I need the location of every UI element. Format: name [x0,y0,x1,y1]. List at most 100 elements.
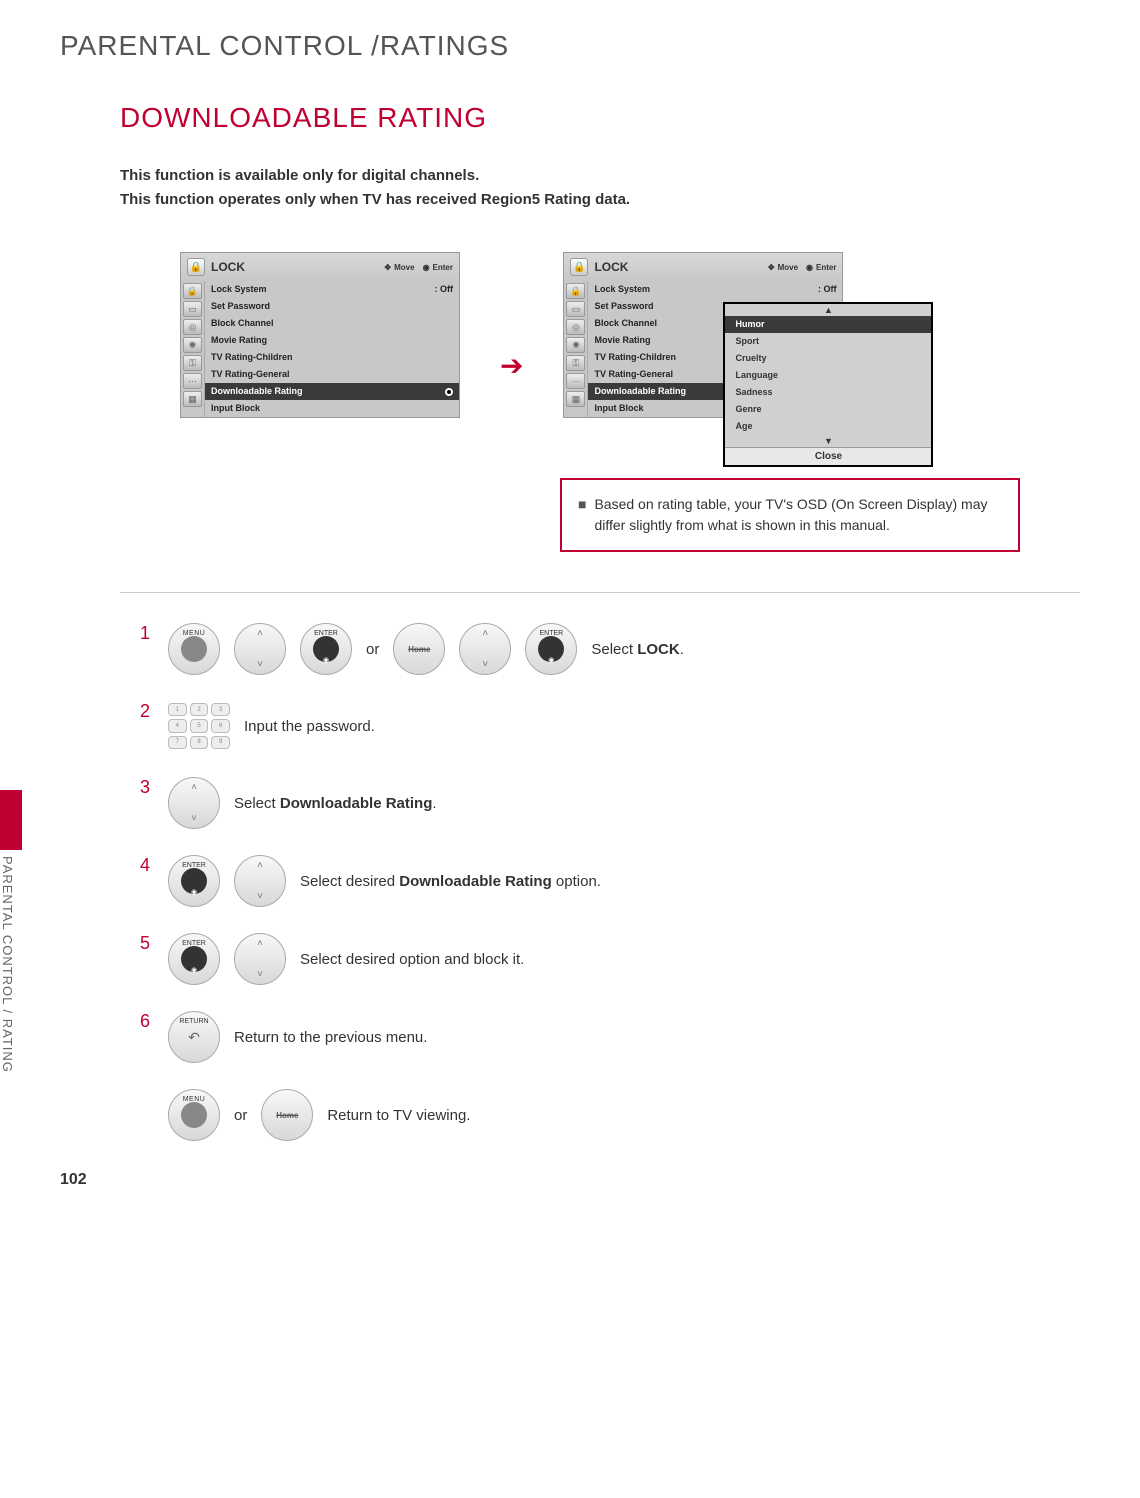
menu-item[interactable]: TV Rating-Children [205,349,459,366]
return-button[interactable]: RETURN [168,1011,220,1063]
enter-dot-icon: ◉ [323,656,329,664]
step-text: Select desired Downloadable Rating optio… [300,873,601,890]
menu-items-left: Lock System: OffSet PasswordBlock Channe… [205,281,459,417]
nav-button[interactable]: ˄ ˅ [234,855,286,907]
menu-item[interactable]: Input Block [205,400,459,417]
menu-title: LOCK [211,260,384,274]
menu-button[interactable]: MENU [168,1089,220,1141]
home-button[interactable]: Home [261,1089,313,1141]
menu-item[interactable]: Set Password [205,298,459,315]
page-number: 102 [60,1171,1080,1189]
popup-up-arrow-icon: ▲ [725,304,931,316]
enter-button[interactable]: ENTER◉ [525,623,577,675]
popup-close-button[interactable]: Close [725,447,931,465]
menu-move-hint: ✥ Move [384,263,414,272]
chevron-down-icon: ˅ [257,969,263,980]
popup-item[interactable]: Humor [725,316,931,333]
enter-dot-icon: ◉ [548,656,554,664]
popup-item-label: Sadness [735,384,772,401]
menu-enter-hint: ◉ Enter [423,263,453,272]
menu-enter-hint: ◉ Enter [806,263,836,272]
menu-item[interactable]: Movie Rating [205,332,459,349]
menu-item-label: Input Block [594,400,643,417]
side-tab-label: PARENTAL CONTROL / RATING [0,856,15,1206]
nav-button[interactable]: ˄ ˅ [234,933,286,985]
menu-item-label: Input Block [211,400,260,417]
menu-item[interactable]: Lock System: Off [205,281,459,298]
nav-button[interactable]: ˄ ˅ [234,623,286,675]
numeric-keypad-icon[interactable]: 123 456 789 [168,703,230,749]
note-text: Based on rating table, your TV's OSD (On… [594,494,1002,536]
enter-button[interactable]: ENTER◉ [168,855,220,907]
menu-item-label: TV Rating-General [211,366,290,383]
step-2: 2 123 456 789 Input the password. [140,701,1080,751]
enter-dot-icon: ◉ [191,888,197,896]
rating-popup: ▲ HumorSportCrueltyLanguageSadnessGenreA… [723,302,933,467]
popup-item[interactable]: Sadness [725,384,931,401]
menu-side-icon: ⚿ [566,355,585,371]
menu-item-label: TV Rating-General [594,366,673,383]
menu-side-icon: ▭ [566,301,585,317]
chevron-up-icon: ˄ [257,938,263,949]
enter-button[interactable]: ENTER◉ [168,933,220,985]
or-text: or [366,641,379,658]
step-text: Return to the previous menu. [234,1029,427,1046]
step-6: 6 RETURN Return to the previous menu. [140,1011,1080,1063]
nav-button[interactable]: ˄ ˅ [459,623,511,675]
menu-item-label: Movie Rating [211,332,267,349]
popup-item[interactable]: Language [725,367,931,384]
lock-menu-left: 🔒 LOCK ✥ Move ◉ Enter 🔒 ▭ ◎ ✺ ⚿ ⋯ ▦ [180,252,460,418]
menu-item[interactable]: TV Rating-General [205,366,459,383]
step-number: 6 [140,1011,154,1032]
step-4: 4 ENTER◉ ˄ ˅ Select desired Downloadable… [140,855,1080,907]
popup-item[interactable]: Sport [725,333,931,350]
popup-item-label: Sport [735,333,759,350]
popup-item[interactable]: Cruelty [725,350,931,367]
menu-button[interactable]: MENU [168,623,220,675]
menu-item-label: TV Rating-Children [211,349,293,366]
menu-item[interactable]: Downloadable Rating [205,383,459,400]
enter-dot-icon: ◉ [191,966,197,974]
menu-side-icon: ▭ [183,301,202,317]
menu-item-label: Downloadable Rating [594,383,686,400]
menu-side-icon: ▦ [183,391,202,407]
menus-row: 🔒 LOCK ✥ Move ◉ Enter 🔒 ▭ ◎ ✺ ⚿ ⋯ ▦ [180,252,1080,418]
step-number: 2 [140,701,154,722]
separator [120,592,1080,593]
popup-item[interactable]: Genre [725,401,931,418]
enter-button[interactable]: ENTER◉ [300,623,352,675]
step-text: Return to TV viewing. [327,1107,470,1124]
note-bullet-icon: ■ [578,494,586,536]
popup-item[interactable]: Age [725,418,931,435]
step-number: 3 [140,777,154,798]
menu-item-label: Lock System [594,281,650,298]
menu-side-icon: ✺ [183,337,202,353]
page-title: PARENTAL CONTROL /RATINGS [60,30,1080,62]
side-tab: PARENTAL CONTROL / RATING [0,790,22,1220]
step-text: Input the password. [244,718,375,735]
chevron-down-icon: ˅ [257,891,263,902]
menu-side-icon: 🔒 [183,283,202,299]
menu-icon-column: 🔒 ▭ ◎ ✺ ⚿ ⋯ ▦ [181,281,205,417]
intro-line-2: This function operates only when TV has … [120,188,1080,212]
chevron-up-icon: ˄ [257,628,263,639]
steps-list: 1 MENU ˄ ˅ ENTER◉ or Home ˄ ˅ ENTER◉ Sel… [140,623,1080,1141]
menu-side-icon: ◎ [183,319,202,335]
step-text: Select Downloadable Rating. [234,795,437,812]
step-number: 5 [140,933,154,954]
home-button[interactable]: Home [393,623,445,675]
menu-item[interactable]: Lock System: Off [588,281,842,298]
nav-button[interactable]: ˄ ˅ [168,777,220,829]
chevron-down-icon: ˅ [482,659,488,670]
step-5: 5 ENTER◉ ˄ ˅ Select desired option and b… [140,933,1080,985]
chevron-down-icon: ˅ [191,813,197,824]
popup-down-arrow-icon: ▼ [725,435,931,447]
menu-side-icon: 🔒 [566,283,585,299]
menu-item-label: Movie Rating [594,332,650,349]
menu-item-label: Set Password [594,298,653,315]
side-tab-marker [0,790,22,850]
menu-item-label: Lock System [211,281,267,298]
menu-item[interactable]: Block Channel [205,315,459,332]
menu-side-icon: ◎ [566,319,585,335]
menu-side-icon: ⚿ [183,355,202,371]
